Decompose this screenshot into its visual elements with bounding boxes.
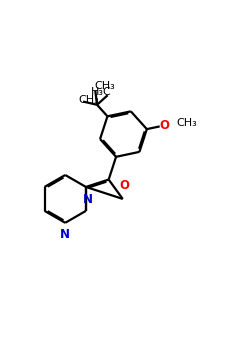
Text: CH₃: CH₃ — [176, 118, 197, 128]
Text: N: N — [60, 228, 70, 241]
Text: O: O — [119, 180, 129, 193]
Text: N: N — [83, 193, 93, 206]
Text: H₃C: H₃C — [90, 87, 111, 97]
Text: O: O — [159, 119, 169, 132]
Text: CH₃: CH₃ — [95, 81, 116, 91]
Text: CH₃: CH₃ — [78, 96, 99, 105]
